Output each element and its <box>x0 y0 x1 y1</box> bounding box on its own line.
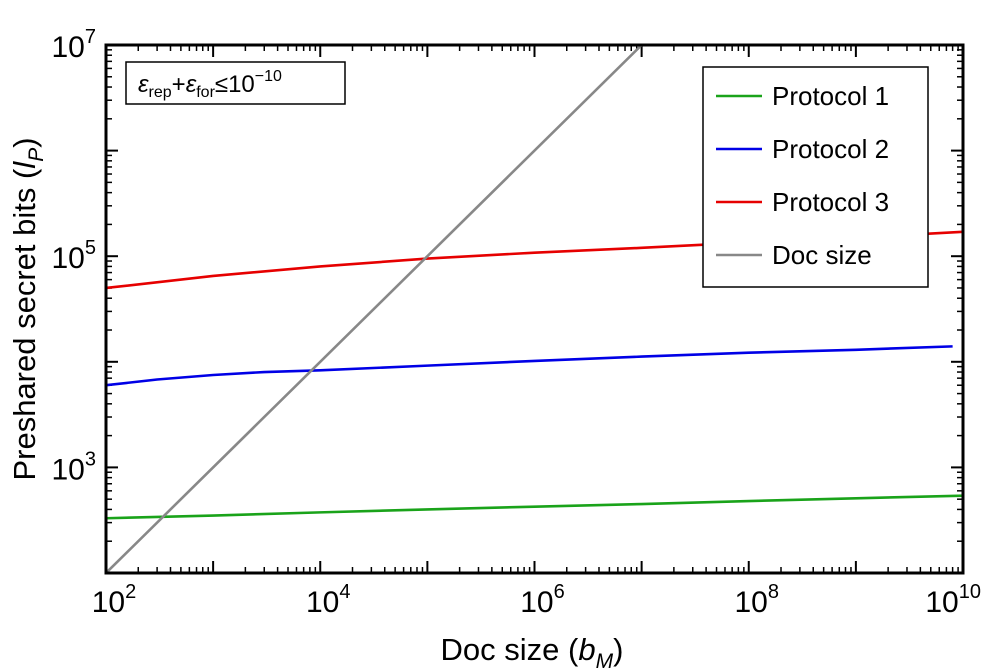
annotation-exponent: −10 <box>255 68 282 85</box>
legend: Protocol 1 Protocol 2 Protocol 3 Doc size <box>702 66 929 288</box>
legend-items: Protocol 1 Protocol 2 Protocol 3 Doc size <box>716 81 889 270</box>
y-tick-label: 105 <box>52 237 97 275</box>
annotation-plus: + <box>172 71 186 98</box>
annotation-frame <box>125 61 346 105</box>
y-tick-labels: 103 105 107 <box>52 26 97 486</box>
plot-frame <box>104 43 965 575</box>
x-tick-label: 1010 <box>925 581 981 619</box>
x-axis-label-close: ) <box>613 632 623 667</box>
y-tick-label: 103 <box>52 448 97 486</box>
y-axis-label-subscript: P <box>25 148 48 162</box>
annotation-sub-for: for <box>196 84 215 101</box>
y-axis-label-close: ) <box>7 137 42 147</box>
series-line-protocol-2 <box>106 345 953 387</box>
x-axis-label-main: Doc size ( <box>441 632 579 667</box>
legend-label-doc-size: Doc size <box>772 240 872 270</box>
y-axis-label-main: Preshared secret bits ( <box>7 168 42 481</box>
x-tick-label: 106 <box>520 581 565 619</box>
series-line-doc-size <box>106 45 643 573</box>
annotation-text: εrep+εfor≤10−10 <box>138 68 282 101</box>
x-axis-label-subscript: M <box>596 650 614 670</box>
x-tick-label: 102 <box>92 581 137 619</box>
series-line-protocol-1 <box>106 494 963 520</box>
annotation-relation: ≤10 <box>215 71 255 98</box>
legend-label-protocol-2: Protocol 2 <box>772 134 889 164</box>
x-tick-label: 108 <box>735 581 780 619</box>
x-axis-label-symbol: b <box>578 632 595 667</box>
legend-frame <box>702 66 929 288</box>
y-axis-label: Preshared secret bits (lP) <box>7 137 48 480</box>
annotation-sub-rep: rep <box>149 84 172 101</box>
annotation-box: εrep+εfor≤10−10 <box>125 61 346 105</box>
annotation-epsilon-rep: ε <box>138 71 149 98</box>
x-axis-label: Doc size (bM) <box>441 632 624 670</box>
x-tick-label: 104 <box>306 581 351 619</box>
y-axis-label-symbol: l <box>7 161 42 169</box>
y-tick-label: 107 <box>52 26 97 64</box>
legend-label-protocol-3: Protocol 3 <box>772 187 889 217</box>
annotation-epsilon-for: ε <box>186 71 197 98</box>
x-tick-labels: 102 104 106 108 1010 <box>92 581 981 619</box>
legend-label-protocol-1: Protocol 1 <box>772 81 889 111</box>
